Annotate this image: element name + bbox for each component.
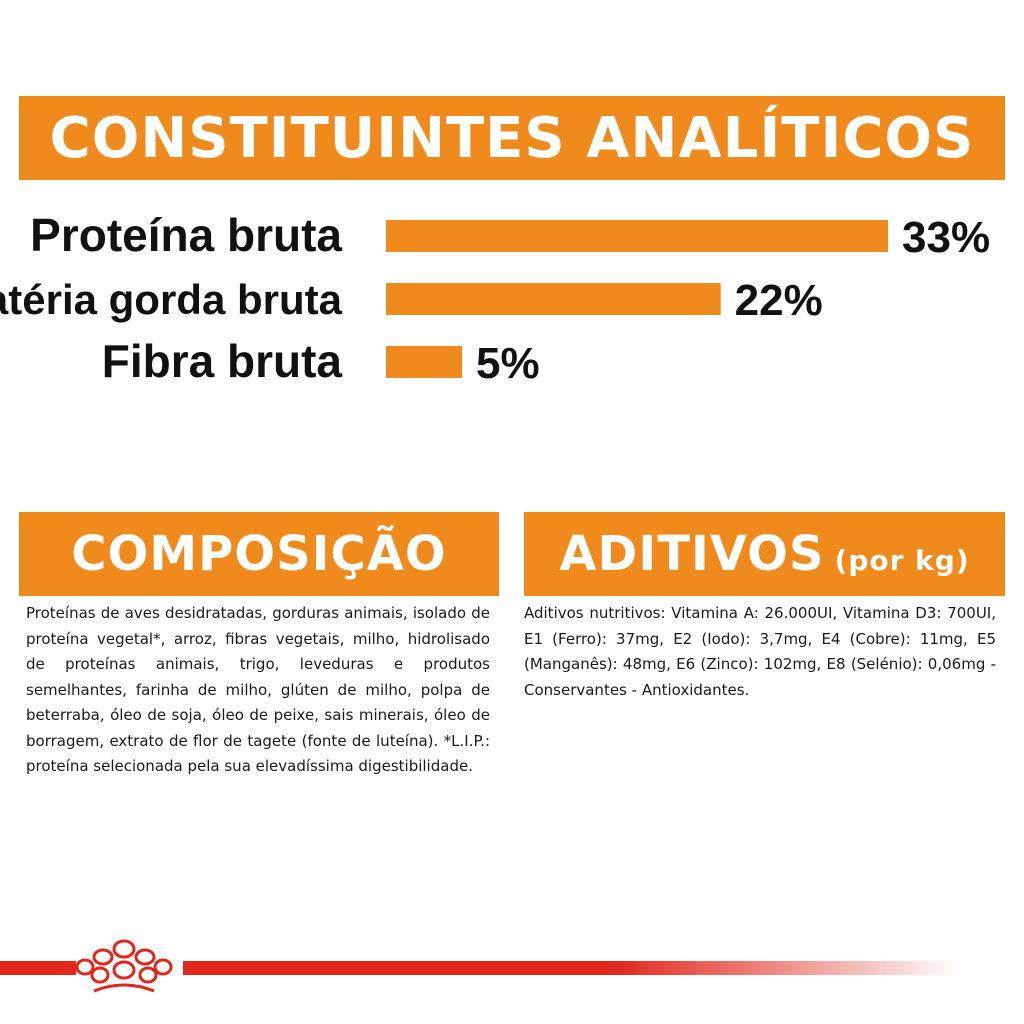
footer-line-left (0, 961, 76, 975)
value-label: 33% (902, 213, 990, 262)
composition-text: Proteínas de aves desidratadas, gorduras… (26, 604, 490, 775)
bar (386, 220, 888, 252)
category-label: Matéria gorda bruta (0, 276, 343, 323)
royal-crown-logo-icon (75, 939, 173, 993)
additives-banner: ADITIVOS (por kg) (524, 512, 1005, 596)
composition-banner: COMPOSIÇÃO (19, 512, 499, 596)
category-label: Fibra bruta (102, 335, 343, 387)
value-label: 22% (735, 276, 823, 325)
analytical-constituents-banner: CONSTITUINTES ANALÍTICOS (19, 96, 1005, 180)
composition-title: COMPOSIÇÃO (71, 526, 447, 582)
additives-text: Aditivos nutritivos: Vitamina A: 26.000U… (524, 604, 996, 699)
additives-title: ADITIVOS (559, 526, 825, 582)
category-label: Proteína bruta (30, 209, 342, 261)
chart-title: CONSTITUINTES ANALÍTICOS (49, 105, 975, 171)
footer-line-right (183, 961, 963, 975)
nutrient-bar-chart: Proteína bruta 33% Matéria gorda bruta 22% F… (0, 209, 990, 388)
bar (386, 283, 721, 315)
bar (386, 346, 463, 378)
value-label: 5% (476, 339, 540, 388)
additives-subtitle: (por kg) (834, 543, 970, 577)
